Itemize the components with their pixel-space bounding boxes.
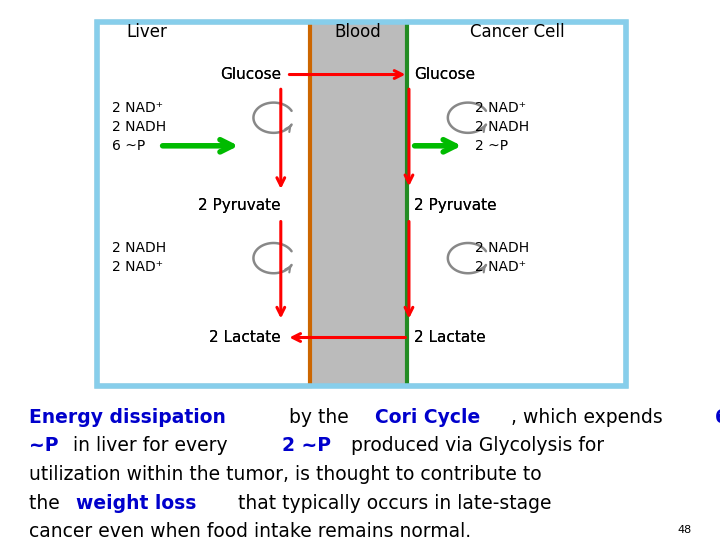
Bar [310, 22, 407, 386]
Text: 2 ~P: 2 ~P [475, 139, 508, 153]
Text: by the: by the [283, 408, 354, 427]
Text: the: the [29, 494, 66, 512]
Text: 2 Pyruvate: 2 Pyruvate [414, 198, 497, 213]
Text: 2 ~P: 2 ~P [282, 436, 331, 455]
Text: that typically occurs in late-stage: that typically occurs in late-stage [232, 494, 551, 512]
Text: 2 Lactate: 2 Lactate [414, 330, 486, 345]
Bar [97, 22, 310, 386]
Text: 2 Lactate: 2 Lactate [414, 330, 486, 345]
Text: 2 Pyruvate: 2 Pyruvate [198, 198, 281, 213]
Text: 2 NAD⁺: 2 NAD⁺ [112, 101, 163, 115]
Text: weight loss: weight loss [76, 494, 197, 512]
Text: 48: 48 [677, 524, 691, 535]
Text: utilization within the tumor, is thought to contribute to: utilization within the tumor, is thought… [29, 465, 541, 484]
Text: Glucose: Glucose [414, 67, 475, 82]
Text: 2 Pyruvate: 2 Pyruvate [198, 198, 281, 213]
Text: cancer even when food intake remains normal.: cancer even when food intake remains nor… [29, 522, 471, 540]
Text: 2 NAD⁺: 2 NAD⁺ [112, 260, 163, 274]
Text: 2 NAD⁺: 2 NAD⁺ [475, 101, 526, 115]
Text: Blood: Blood [335, 23, 381, 42]
Bar [407, 22, 626, 386]
Text: , which expends: , which expends [511, 408, 669, 427]
Text: Cancer Cell: Cancer Cell [469, 23, 564, 42]
Text: 2 NADH: 2 NADH [112, 120, 166, 134]
Text: 2 NAD⁺: 2 NAD⁺ [475, 260, 526, 274]
Text: produced via Glycolysis for: produced via Glycolysis for [345, 436, 604, 455]
Text: 2 Lactate: 2 Lactate [209, 330, 281, 345]
Text: Cori Cycle: Cori Cycle [375, 408, 481, 427]
Text: Energy dissipation: Energy dissipation [29, 408, 225, 427]
Text: 6 ~P: 6 ~P [112, 139, 145, 153]
Text: Glucose: Glucose [220, 67, 281, 82]
Text: 2 Lactate: 2 Lactate [209, 330, 281, 345]
Text: 6: 6 [715, 408, 720, 427]
Text: 2 NADH: 2 NADH [112, 241, 166, 255]
Text: Glucose: Glucose [414, 67, 475, 82]
Text: Glucose: Glucose [220, 67, 281, 82]
Bar [97, 22, 626, 386]
Text: in liver for every: in liver for every [67, 436, 233, 455]
Text: 2 NADH: 2 NADH [475, 241, 529, 255]
Text: Liver: Liver [126, 23, 167, 42]
Text: 2 Pyruvate: 2 Pyruvate [414, 198, 497, 213]
Text: ~P: ~P [29, 436, 58, 455]
Text: 2 NADH: 2 NADH [475, 120, 529, 134]
